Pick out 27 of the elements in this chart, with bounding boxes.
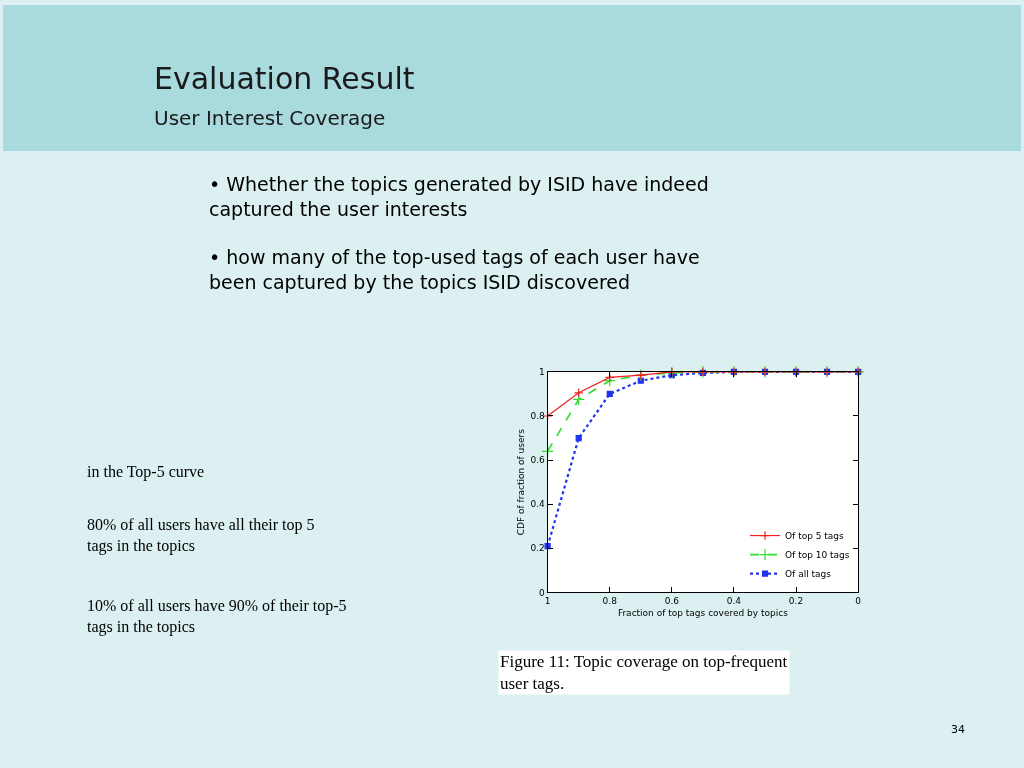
text: 80% of all users have all their top 5 tags in the topics xyxy=(87,516,315,555)
y-tick-label: 0 xyxy=(539,587,546,598)
x-tick-label: 0.2 xyxy=(788,596,804,607)
x-tick-label: 0.6 xyxy=(664,596,680,607)
text: Evaluation Result xyxy=(154,61,415,96)
caption: Figure 11: Topic coverage on top-frequent user tags. xyxy=(500,652,788,694)
x-tick-label: 0.4 xyxy=(726,596,742,607)
x-axis-title: Fraction of top tags covered by topics xyxy=(617,608,789,619)
legend-label: Of all tags xyxy=(785,569,832,580)
y-tick-label: 0.6 xyxy=(530,455,546,466)
x-tick-label: 0 xyxy=(855,596,862,607)
y-axis-title: CDF of fraction of users xyxy=(515,428,526,536)
y-tick-label: 1 xyxy=(539,367,545,378)
text: 34 xyxy=(951,723,965,736)
y-tick-label: 0.4 xyxy=(530,499,546,510)
text: • how many of the top-used tags of each user have been captured by the topics ISID discovered xyxy=(209,246,700,293)
point xyxy=(575,434,582,442)
text: • Whether the topics generated by ISID have indeed captured the user interests xyxy=(209,173,709,220)
point xyxy=(606,390,613,398)
text: in the Top-5 curve xyxy=(87,463,205,481)
y-tick-label: 0.2 xyxy=(530,543,545,554)
x-tick-label: 0.8 xyxy=(602,596,618,607)
text: User Interest Coverage xyxy=(154,106,386,130)
legend-label: Of top 5 tags xyxy=(785,531,845,542)
text: 10% of all users have 90% of their top-5 tags in the topics xyxy=(87,597,347,636)
y-tick-label: 0.8 xyxy=(530,411,546,422)
legend-label: Of top 10 tags xyxy=(785,550,850,561)
